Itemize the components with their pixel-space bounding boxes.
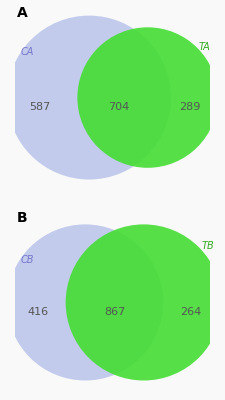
Text: CB: CB [21,254,34,264]
Text: 289: 289 [179,102,200,112]
Circle shape [7,16,171,180]
Text: TB: TB [201,241,214,251]
Circle shape [66,224,222,380]
Text: 867: 867 [104,307,125,317]
Text: 264: 264 [180,307,201,317]
Text: TA: TA [198,42,210,52]
Circle shape [77,27,218,168]
Text: B: B [17,211,27,225]
Text: 587: 587 [29,102,51,112]
Text: CA: CA [21,48,34,58]
Text: 416: 416 [28,307,49,317]
Text: A: A [17,6,28,20]
Circle shape [7,224,163,380]
Text: 704: 704 [108,102,129,112]
